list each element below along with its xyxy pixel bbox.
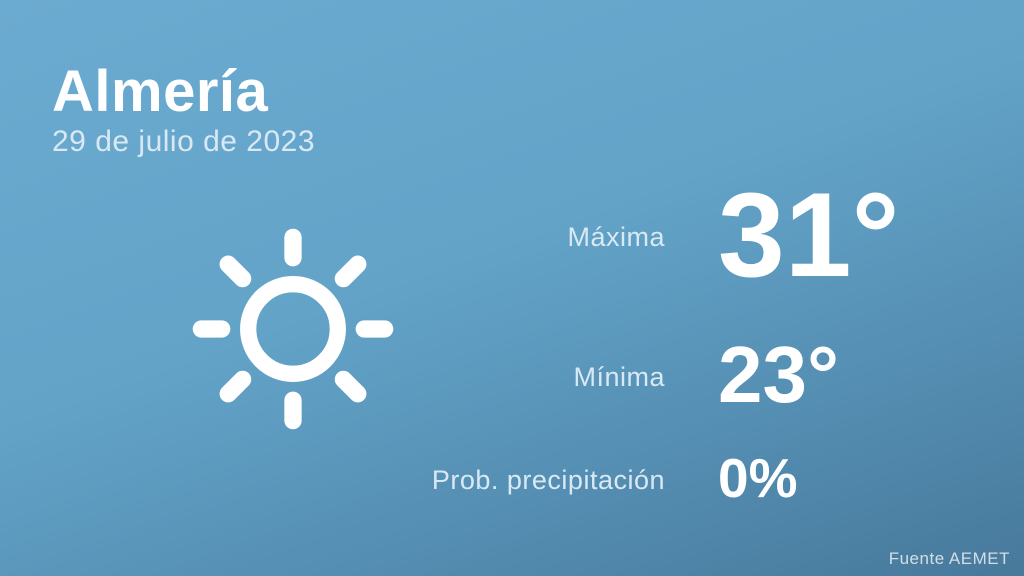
- sun-icon: [181, 217, 405, 441]
- precipitation-value: 0%: [718, 446, 798, 509]
- forecast-date: 29 de julio de 2023: [52, 124, 316, 158]
- maxima-label: Máxima: [567, 221, 665, 252]
- source-attribution: Fuente AEMET: [888, 549, 1010, 568]
- weather-row-maxima: Máxima 31°: [0, 170, 1024, 300]
- precipitation-label: Prob. precipitación: [431, 464, 665, 495]
- header: Almería 29 de julio de 2023: [52, 60, 315, 159]
- maxima-value: 31°: [718, 168, 900, 302]
- weather-row-minima: Mínima 23°: [0, 325, 1024, 425]
- page-title: Almería: [52, 59, 269, 124]
- minima-value: 23°: [718, 330, 839, 419]
- weather-row-precipitation: Prob. precipitación 0%: [0, 440, 1024, 516]
- minima-label: Mínima: [573, 361, 665, 392]
